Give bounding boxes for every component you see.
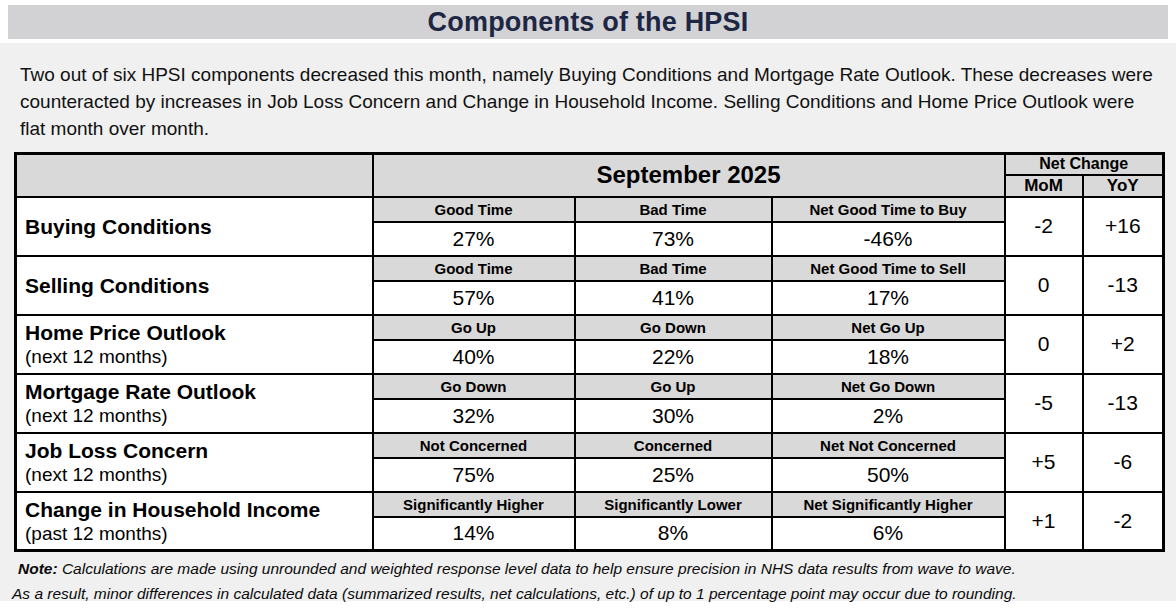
component-label-cell: Change in Household Income(past 12 month…: [16, 492, 373, 551]
response-value-cell: 40%: [373, 340, 575, 374]
yoy-value-cell: -13: [1083, 256, 1164, 315]
table-corner-cell: [16, 154, 373, 197]
response-label-cell: Good Time: [373, 256, 575, 281]
component-label-cell: Job Loss Concern(next 12 months): [16, 433, 373, 492]
response-value-cell: 41%: [575, 281, 772, 315]
response-label-cell: Good Time: [373, 197, 575, 222]
yoy-column-header: YoY: [1083, 175, 1164, 197]
page-title: Components of the HPSI: [8, 5, 1168, 39]
component-subtitle: (next 12 months): [25, 404, 372, 427]
mom-value-cell: +1: [1005, 492, 1083, 551]
response-value-cell: 22%: [575, 340, 772, 374]
response-value-cell: 75%: [373, 458, 575, 492]
response-label-cell: Net Good Time to Sell: [772, 256, 1005, 281]
response-label-cell: Bad Time: [575, 197, 772, 222]
component-label-cell: Mortgage Rate Outlook(next 12 months): [16, 374, 373, 433]
component-name: Mortgage Rate Outlook: [25, 379, 372, 404]
component-label-cell: Selling Conditions: [16, 256, 373, 315]
hpsi-components-table: September 2025 Net Change MoM YoY Buying…: [14, 152, 1165, 552]
response-label-cell: Net Significantly Higher: [772, 492, 1005, 517]
response-value-cell: 18%: [772, 340, 1005, 374]
response-value-cell: 14%: [373, 517, 575, 551]
net-change-header: Net Change: [1005, 154, 1164, 175]
response-label-cell: Bad Time: [575, 256, 772, 281]
footnote-label: Note:: [18, 560, 58, 577]
component-label-cell: Home Price Outlook(next 12 months): [16, 315, 373, 374]
yoy-value-cell: -2: [1083, 492, 1164, 551]
component-row: Buying ConditionsGood TimeBad TimeNet Go…: [16, 197, 1164, 222]
component-subtitle: (next 12 months): [25, 463, 372, 486]
response-label-cell: Significantly Higher: [373, 492, 575, 517]
footnotes: Note: Calculations are made using unroun…: [0, 556, 1176, 606]
response-value-cell: 8%: [575, 517, 772, 551]
response-label-cell: Net Go Up: [772, 315, 1005, 340]
component-name: Home Price Outlook: [25, 320, 372, 345]
response-value-cell: 50%: [772, 458, 1005, 492]
yoy-value-cell: +2: [1083, 315, 1164, 374]
response-value-cell: 17%: [772, 281, 1005, 315]
response-value-cell: 73%: [575, 222, 772, 256]
table-header-row-1: September 2025 Net Change: [16, 154, 1164, 175]
footnote-line-1-text: Calculations are made using unrounded an…: [58, 560, 1016, 577]
response-value-cell: 2%: [772, 399, 1005, 433]
response-value-cell: 30%: [575, 399, 772, 433]
response-value-cell: 6%: [772, 517, 1005, 551]
intro-paragraph: Two out of six HPSI components decreased…: [0, 57, 1176, 152]
component-name: Buying Conditions: [25, 214, 372, 239]
response-value-cell: 57%: [373, 281, 575, 315]
response-label-cell: Net Good Time to Buy: [772, 197, 1005, 222]
response-label-cell: Go Down: [373, 374, 575, 399]
component-subtitle: (past 12 months): [25, 522, 372, 545]
component-row: Change in Household Income(past 12 month…: [16, 492, 1164, 517]
component-name: Job Loss Concern: [25, 438, 372, 463]
response-label-cell: Go Up: [575, 374, 772, 399]
yoy-value-cell: +16: [1083, 197, 1164, 256]
component-label-cell: Buying Conditions: [16, 197, 373, 256]
mom-value-cell: -2: [1005, 197, 1083, 256]
period-header: September 2025: [373, 154, 1005, 197]
response-label-cell: Significantly Lower: [575, 492, 772, 517]
title-bar: Components of the HPSI: [8, 5, 1168, 39]
mom-value-cell: -5: [1005, 374, 1083, 433]
mom-value-cell: 0: [1005, 315, 1083, 374]
response-value-cell: -46%: [772, 222, 1005, 256]
footnote-line-2: As a result, minor differences in calcul…: [0, 581, 1176, 606]
content-panel: Two out of six HPSI components decreased…: [0, 43, 1176, 601]
response-label-cell: Go Down: [575, 315, 772, 340]
response-label-cell: Net Not Concerned: [772, 433, 1005, 458]
mom-value-cell: +5: [1005, 433, 1083, 492]
response-label-cell: Not Concerned: [373, 433, 575, 458]
yoy-value-cell: -13: [1083, 374, 1164, 433]
component-row: Mortgage Rate Outlook(next 12 months)Go …: [16, 374, 1164, 399]
response-label-cell: Net Go Down: [772, 374, 1005, 399]
response-value-cell: 27%: [373, 222, 575, 256]
yoy-value-cell: -6: [1083, 433, 1164, 492]
hpsi-table-body: Buying ConditionsGood TimeBad TimeNet Go…: [16, 197, 1164, 551]
mom-value-cell: 0: [1005, 256, 1083, 315]
response-value-cell: 25%: [575, 458, 772, 492]
component-row: Home Price Outlook(next 12 months)Go UpG…: [16, 315, 1164, 340]
component-name: Change in Household Income: [25, 497, 372, 522]
mom-column-header: MoM: [1005, 175, 1083, 197]
component-name: Selling Conditions: [25, 273, 372, 298]
response-value-cell: 32%: [373, 399, 575, 433]
response-label-cell: Concerned: [575, 433, 772, 458]
footnote-line-1: Note: Calculations are made using unroun…: [0, 556, 1176, 581]
response-label-cell: Go Up: [373, 315, 575, 340]
component-row: Job Loss Concern(next 12 months)Not Conc…: [16, 433, 1164, 458]
component-subtitle: (next 12 months): [25, 345, 372, 368]
component-row: Selling ConditionsGood TimeBad TimeNet G…: [16, 256, 1164, 281]
